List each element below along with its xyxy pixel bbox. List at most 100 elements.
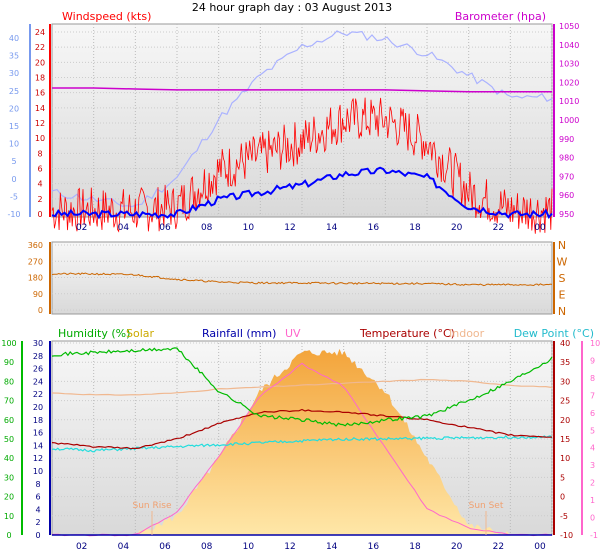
series-average-wind <box>51 166 553 220</box>
y-tick-label-humidity: 0 <box>6 531 11 540</box>
x-tick-label: 20 <box>451 542 463 552</box>
y-tick-label-rainfall: 6 <box>35 493 40 502</box>
y-tick-label-rainfall: 0 <box>35 531 40 540</box>
y-tick-label-humidity: 80 <box>4 377 14 386</box>
compass-label: E <box>559 289 566 302</box>
y-tick-label-outer: 15 <box>9 122 19 131</box>
y-tick-label: 14 <box>35 104 45 113</box>
x-tick-label: 06 <box>159 542 171 552</box>
legend-solar: Solar <box>126 327 155 340</box>
y-tick-label-temperature: 15 <box>560 435 570 444</box>
y-tick-label-rainfall: 14 <box>33 441 43 450</box>
y-tick-label-outer: -5 <box>10 192 18 201</box>
y-tick-label-rainfall: 12 <box>33 454 43 463</box>
y-tick-label-outer: 40 <box>9 34 19 43</box>
y-tick-label-outer: 35 <box>9 52 19 61</box>
y-tick-label: 8 <box>37 149 42 158</box>
chart-title: 24 hour graph day : 03 August 2013 <box>192 1 392 14</box>
compass-label: N <box>558 239 566 252</box>
y-tick-label-right: 990 <box>559 135 574 144</box>
series-temperature <box>51 408 553 450</box>
compass-label: W <box>557 256 568 269</box>
x-tick-label: 06 <box>159 223 171 233</box>
y-tick-label-outer: 5 <box>11 157 16 166</box>
y-tick-label-humidity: 60 <box>4 416 14 425</box>
y-tick-label: 4 <box>37 180 42 189</box>
y-tick-label-uv: 5 <box>590 426 595 435</box>
y-tick-label-rainfall: 24 <box>33 377 43 386</box>
series-uv <box>51 362 553 537</box>
legend-temperature: Temperature (°C) <box>359 327 455 340</box>
x-tick-label: 16 <box>368 542 380 552</box>
y-tick-label-temperature: -10 <box>560 531 573 540</box>
y-tick-label-temperature: 5 <box>560 473 565 482</box>
y-tick-label: 20 <box>35 58 45 67</box>
legend-rainfall: Rainfall (mm) <box>202 327 276 340</box>
y-tick-label-rainfall: 2 <box>35 518 40 527</box>
x-tick-label: 02 <box>76 223 87 233</box>
x-tick-label: 04 <box>118 223 130 233</box>
y-tick-label-rainfall: 30 <box>33 339 43 348</box>
y-tick-label: 12 <box>35 119 45 128</box>
sunset-label: Sun Set <box>469 501 504 511</box>
y-tick-label-right: 960 <box>559 191 574 200</box>
y-tick-label-uv: 6 <box>590 409 595 418</box>
y-tick-label-right: 1020 <box>559 78 579 87</box>
x-tick-label: 16 <box>368 223 380 233</box>
barometer-yaxis-labels: 1050 1040 1030 1020 1010 1000 990 980 970 960 950 <box>559 22 579 219</box>
wind-series <box>51 30 553 234</box>
y-tick-label-uv: 9 <box>590 356 595 365</box>
legend-dewpoint: Dew Point (°C) <box>514 327 594 340</box>
x-tick-label: 04 <box>118 542 130 552</box>
y-tick-label-outer: 10 <box>9 140 19 149</box>
y-tick-label-temperature: 0 <box>560 493 565 502</box>
x-tick-label: 12 <box>284 542 295 552</box>
legend-uv: UV <box>285 327 301 340</box>
y-tick-label: 18 <box>35 74 45 83</box>
y-tick-label-humidity: 20 <box>4 493 14 502</box>
y-tick-label-humidity: 30 <box>4 473 14 482</box>
x-tick-label: 18 <box>409 223 421 233</box>
y-tick-label-temperature: 40 <box>560 339 570 348</box>
x-tick-label: 10 <box>243 542 255 552</box>
y-tick-label-right: 970 <box>559 172 574 181</box>
y-tick-label-temperature: 10 <box>560 454 570 463</box>
y-tick-label-outer: 0 <box>11 175 16 184</box>
x-tick-label: 18 <box>409 542 421 552</box>
y-tick-label-right: 1030 <box>559 60 579 69</box>
climate-xaxis-labels: 02 04 06 08 10 12 14 16 18 20 22 00 <box>76 542 546 552</box>
y-tick-label-rainfall: 20 <box>33 403 43 412</box>
y-tick-label: 10 <box>35 134 45 143</box>
y-tick-label-rainfall: 10 <box>33 467 43 476</box>
y-tick-label-rainfall: 16 <box>33 429 43 438</box>
y-tick-label-temperature: 30 <box>560 377 570 386</box>
compass-label: N <box>558 305 566 318</box>
y-tick-label-rainfall: 22 <box>33 390 43 399</box>
y-tick-label-temperature: 20 <box>560 416 570 425</box>
sunrise-label: Sun Rise <box>133 501 172 511</box>
y-tick-label-right: 1040 <box>559 41 579 50</box>
y-tick-label: 90 <box>33 290 43 299</box>
wind-grid <box>52 24 553 217</box>
series-indoor <box>51 378 553 396</box>
y-tick-label-right: 1000 <box>559 116 579 125</box>
direction-series <box>51 272 553 287</box>
y-tick-label-temperature: 25 <box>560 397 570 406</box>
climate-series <box>51 347 553 537</box>
y-tick-label-outer: 20 <box>9 104 19 113</box>
y-tick-label: 360 <box>28 241 43 250</box>
x-tick-label: 00 <box>534 223 546 233</box>
x-tick-label: 08 <box>201 223 213 233</box>
x-tick-label: 14 <box>326 223 338 233</box>
legend-humidity: Humidity (%) <box>58 327 130 340</box>
y-tick-label-uv: 0 <box>590 514 595 523</box>
y-tick-label: 24 <box>35 28 45 37</box>
x-tick-label: 00 <box>534 542 546 552</box>
